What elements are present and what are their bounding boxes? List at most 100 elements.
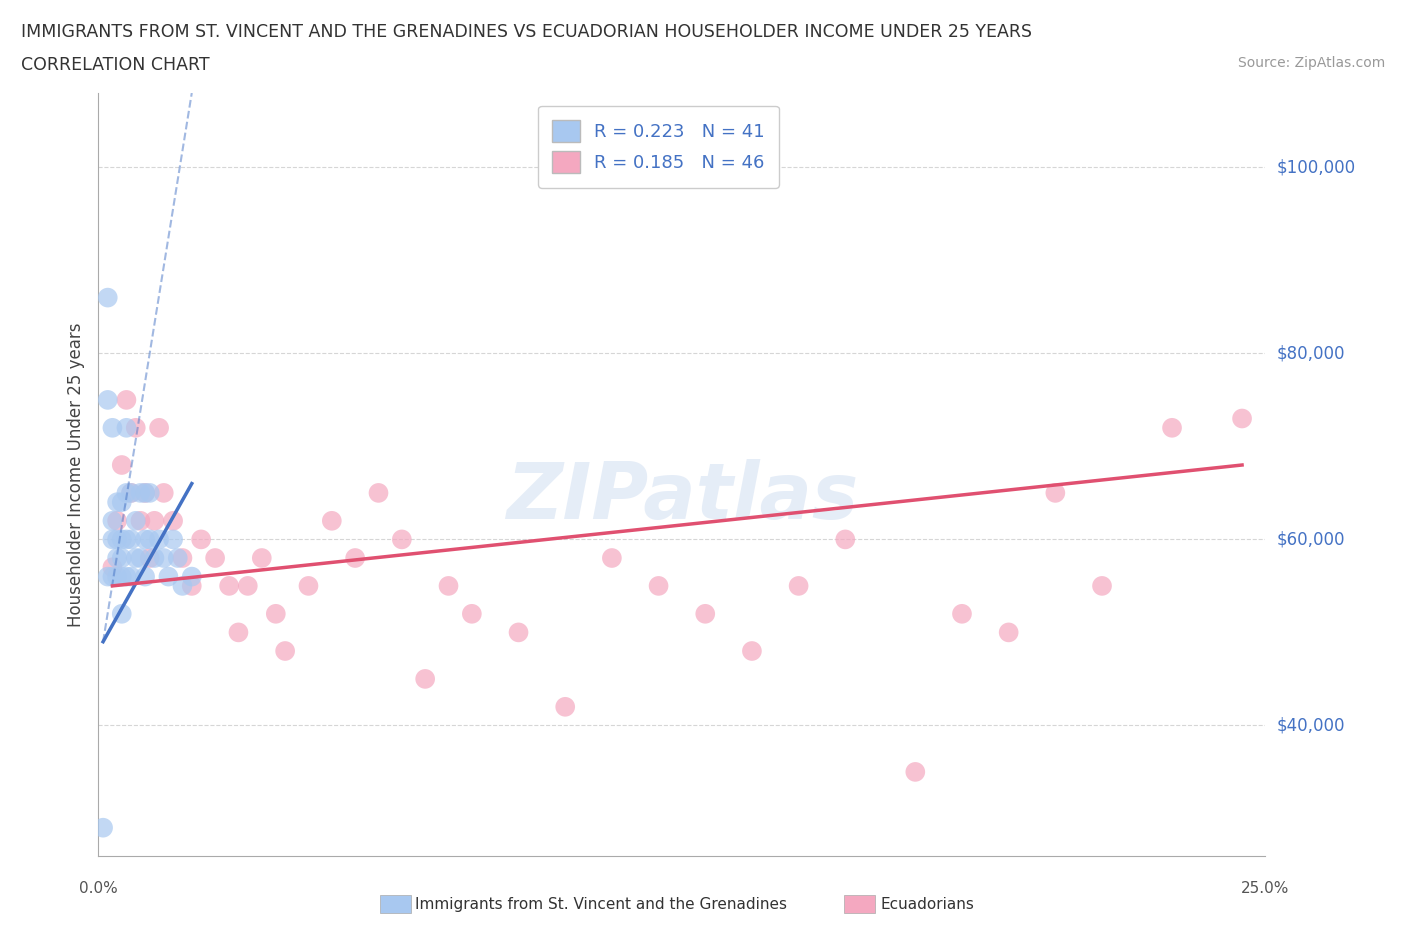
Point: [129, 551, 152, 565]
Text: ZIPatlas: ZIPatlas: [506, 459, 858, 535]
Point: [129, 485, 152, 500]
Point: [1045, 485, 1067, 500]
Point: [218, 578, 240, 593]
Text: $80,000: $80,000: [1277, 344, 1346, 363]
Point: [166, 551, 188, 565]
Point: [143, 513, 166, 528]
Point: [157, 569, 180, 584]
Point: [101, 532, 124, 547]
Point: [139, 551, 162, 565]
Point: [554, 699, 576, 714]
Point: [91, 820, 114, 835]
Point: [904, 764, 927, 779]
Point: [101, 569, 124, 584]
Point: [413, 671, 436, 686]
Text: Source: ZipAtlas.com: Source: ZipAtlas.com: [1237, 56, 1385, 70]
Point: [111, 569, 134, 584]
Point: [125, 551, 148, 565]
Point: [115, 485, 138, 500]
Text: Ecuadorians: Ecuadorians: [880, 897, 974, 912]
Y-axis label: Householder Income Under 25 years: Householder Income Under 25 years: [66, 322, 84, 627]
Text: CORRELATION CHART: CORRELATION CHART: [21, 56, 209, 73]
Point: [152, 551, 174, 565]
Point: [139, 532, 162, 547]
Text: $60,000: $60,000: [1277, 530, 1346, 549]
Point: [787, 578, 810, 593]
Point: [695, 606, 717, 621]
Point: [236, 578, 259, 593]
Point: [391, 532, 413, 547]
Point: [120, 485, 142, 500]
Point: [105, 551, 128, 565]
Point: [297, 578, 319, 593]
Point: [190, 532, 212, 547]
Point: [105, 495, 128, 510]
Point: [274, 644, 297, 658]
Point: [101, 420, 124, 435]
Point: [115, 532, 138, 547]
Text: 25.0%: 25.0%: [1241, 881, 1289, 896]
Point: [115, 392, 138, 407]
Text: $40,000: $40,000: [1277, 716, 1346, 735]
Point: [120, 532, 142, 547]
Point: [180, 578, 202, 593]
Point: [148, 420, 170, 435]
Point: [134, 485, 156, 500]
Point: [97, 290, 120, 305]
Point: [250, 551, 273, 565]
Point: [134, 485, 156, 500]
Point: [834, 532, 856, 547]
Point: [120, 569, 142, 584]
Point: [148, 532, 170, 547]
Point: [647, 578, 669, 593]
Point: [97, 569, 120, 584]
Point: [105, 532, 128, 547]
Point: [120, 485, 142, 500]
Point: [741, 644, 763, 658]
Text: $100,000: $100,000: [1277, 158, 1355, 177]
Point: [143, 551, 166, 565]
Point: [461, 606, 484, 621]
Point: [111, 458, 134, 472]
Point: [115, 420, 138, 435]
Point: [344, 551, 367, 565]
Point: [129, 513, 152, 528]
Text: 0.0%: 0.0%: [79, 881, 118, 896]
Point: [115, 569, 138, 584]
Point: [172, 551, 194, 565]
Point: [997, 625, 1019, 640]
Point: [111, 495, 134, 510]
Point: [228, 625, 250, 640]
Point: [105, 569, 128, 584]
Point: [321, 513, 343, 528]
Text: IMMIGRANTS FROM ST. VINCENT AND THE GRENADINES VS ECUADORIAN HOUSEHOLDER INCOME : IMMIGRANTS FROM ST. VINCENT AND THE GREN…: [21, 23, 1032, 41]
Point: [180, 569, 202, 584]
Point: [204, 551, 226, 565]
Point: [134, 532, 156, 547]
Point: [172, 578, 194, 593]
Point: [1161, 420, 1184, 435]
Point: [437, 578, 460, 593]
Point: [508, 625, 530, 640]
Point: [111, 551, 134, 565]
Point: [111, 532, 134, 547]
Point: [1230, 411, 1253, 426]
Point: [367, 485, 389, 500]
Point: [125, 420, 148, 435]
Point: [97, 392, 120, 407]
Text: Immigrants from St. Vincent and the Grenadines: Immigrants from St. Vincent and the Gren…: [415, 897, 787, 912]
Legend: R = 0.223   N = 41, R = 0.185   N = 46: R = 0.223 N = 41, R = 0.185 N = 46: [538, 106, 779, 188]
Point: [105, 513, 128, 528]
Point: [600, 551, 623, 565]
Point: [162, 513, 184, 528]
Point: [101, 513, 124, 528]
Point: [111, 606, 134, 621]
Point: [125, 513, 148, 528]
Point: [139, 485, 162, 500]
Point: [162, 532, 184, 547]
Point: [1091, 578, 1114, 593]
Point: [134, 569, 156, 584]
Point: [152, 485, 174, 500]
Point: [101, 560, 124, 575]
Point: [264, 606, 287, 621]
